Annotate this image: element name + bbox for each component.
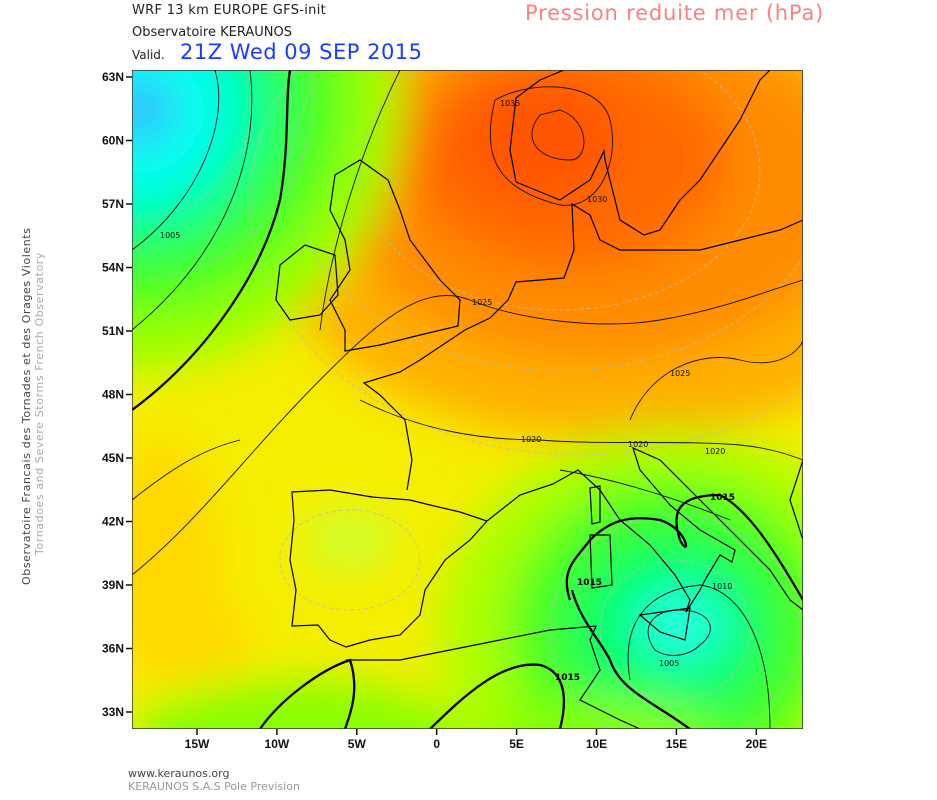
isobar-label: 1025 bbox=[472, 298, 492, 307]
isobar-label: 1015 bbox=[710, 493, 735, 503]
lat-label: 45N bbox=[102, 451, 124, 465]
isobars bbox=[132, 70, 803, 729]
isobar-label: 1010 bbox=[712, 582, 732, 591]
lat-label: 36N bbox=[102, 642, 124, 656]
isobar-label: 1020 bbox=[521, 435, 541, 444]
coastlines bbox=[275, 70, 803, 729]
lat-label: 54N bbox=[102, 261, 124, 275]
lat-label: 51N bbox=[102, 324, 124, 338]
lon-label: 15W bbox=[185, 737, 210, 751]
lon-label: 0 bbox=[433, 737, 440, 751]
isobar-label: 1005 bbox=[659, 659, 679, 668]
lon-label: 10E bbox=[586, 737, 607, 751]
isobar-label: 1015 bbox=[577, 578, 602, 588]
lat-label: 48N bbox=[102, 388, 124, 402]
isobar-label: 1035 bbox=[500, 99, 520, 108]
valid-time: 21Z Wed 09 SEP 2015 bbox=[180, 40, 423, 64]
field-title: Pression reduite mer (hPa) bbox=[525, 1, 825, 25]
footer-company: KERAUNOS S.A.S Pole Prevision bbox=[128, 780, 300, 793]
lat-label: 57N bbox=[102, 197, 124, 211]
lat-label: 60N bbox=[102, 134, 124, 148]
isobar-labels: 1005 1035 1030 1025 1025 1020 1020 1020 … bbox=[160, 99, 735, 683]
lon-label: 5W bbox=[348, 737, 367, 751]
footer-url: www.keraunos.org bbox=[128, 767, 230, 780]
lon-label: 10W bbox=[265, 737, 290, 751]
lon-label: 5E bbox=[509, 737, 524, 751]
organization: Observatoire KERAUNOS bbox=[132, 25, 292, 40]
isobar-label: 1015 bbox=[555, 673, 580, 683]
lat-label: 63N bbox=[102, 70, 124, 84]
lat-label: 39N bbox=[102, 578, 124, 592]
lat-label: 42N bbox=[102, 515, 124, 529]
axes: 63N 60N 57N 54N 51N 48N 45N 42N 39N 36N 33N 15W 10W 5… bbox=[102, 70, 767, 751]
model-info: WRF 13 km EUROPE GFS-init bbox=[132, 3, 327, 18]
isobar-label: 1020 bbox=[705, 447, 725, 456]
isobar-label: 1005 bbox=[160, 231, 180, 240]
isobar-label: 1030 bbox=[587, 195, 607, 204]
valid-label: Valid. bbox=[132, 48, 165, 62]
isobar-label: 1025 bbox=[670, 369, 690, 378]
lon-label: 20E bbox=[746, 737, 767, 751]
isobar-label: 1020 bbox=[628, 440, 648, 449]
lat-label: 33N bbox=[102, 705, 124, 719]
lon-label: 15E bbox=[666, 737, 687, 751]
